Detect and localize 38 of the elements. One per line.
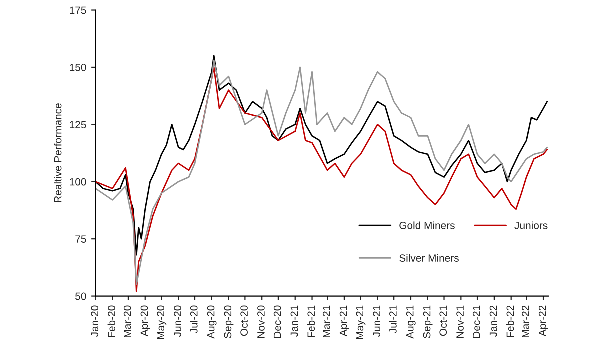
x-tick-label: Jun-21 [373, 306, 381, 338]
x-tick-label: Feb-20 [108, 306, 116, 338]
x-tick-label: Oct-20 [240, 306, 248, 336]
x-tick-label: Dec-20 [274, 306, 282, 338]
x-tick-label: Aug-20 [207, 306, 217, 339]
y-tick-label: 125 [70, 121, 86, 129]
x-tick-label: Jun-20 [174, 306, 182, 338]
y-tick-label: 75 [76, 236, 86, 243]
x-tick-label: Mar-20 [124, 306, 132, 338]
y-tick-label: 50 [76, 292, 86, 300]
x-tick-label: Mar-21 [322, 306, 330, 338]
x-tick-label: Feb-21 [307, 306, 316, 338]
legend-label: Gold Miners [400, 222, 455, 230]
x-tick-label: May-20 [157, 306, 167, 340]
x-tick-label: Jul-21 [389, 306, 397, 334]
x-tick-label: Apr-22 [538, 306, 548, 337]
y-tick-label: 100 [70, 178, 86, 186]
x-tick-label: Apr-20 [140, 306, 150, 337]
y-tick-label: 150 [70, 64, 86, 72]
x-tick-label: Nov-21 [456, 306, 464, 338]
x-tick-label: Feb-22 [506, 306, 514, 338]
x-tick-label: Sep-21 [423, 306, 433, 338]
x-tick-label: Mar-22 [522, 306, 530, 338]
legend-label: Silver Miners [400, 254, 459, 262]
x-tick-label: Sep-20 [224, 306, 234, 338]
legend-label: Juniors [514, 222, 548, 230]
x-tick-label: Aug-21 [406, 306, 416, 339]
x-tick-label: Nov-20 [258, 306, 265, 338]
x-tick-label: May-21 [356, 306, 366, 340]
x-tick-label: Jan-22 [490, 306, 498, 338]
x-tick-label: Jul-20 [190, 306, 198, 334]
x-tick-label: Oct-21 [440, 306, 448, 336]
x-tick-label: Jan-20 [91, 306, 99, 338]
x-tick-label: Apr-21 [340, 306, 350, 337]
y-axis-title: Realtive Performance [54, 104, 62, 203]
x-tick-label: Dec-21 [472, 306, 480, 338]
x-tick-label: Jan-21 [290, 306, 298, 338]
y-tick-label: 175 [70, 6, 86, 14]
